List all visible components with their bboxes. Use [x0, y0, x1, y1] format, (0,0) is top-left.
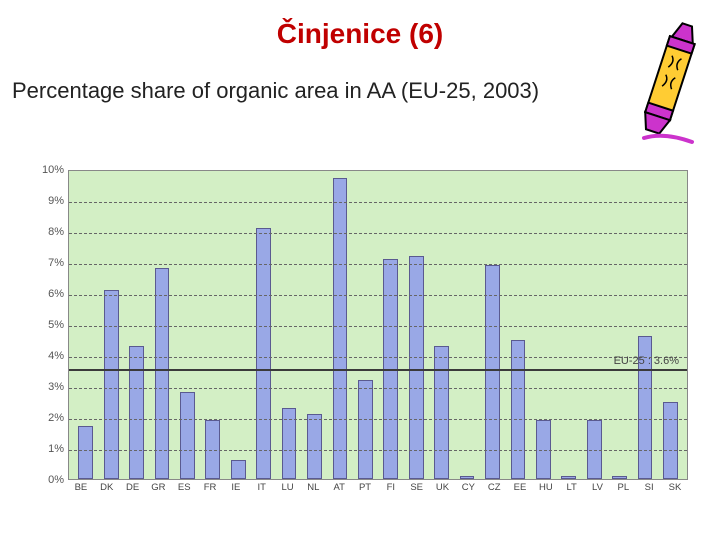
bar: [78, 426, 93, 479]
bar: [256, 228, 271, 479]
bar: [155, 268, 170, 479]
bar-slot: [200, 171, 225, 479]
gridline: [69, 264, 687, 265]
x-tick-label: FR: [197, 482, 223, 493]
reference-line-label: EU-25 : 3.6%: [614, 355, 679, 367]
x-tick-label: SK: [662, 482, 688, 493]
x-tick-label: HU: [533, 482, 559, 493]
x-tick-label: SI: [636, 482, 662, 493]
y-tick-label: 4%: [48, 350, 64, 362]
x-tick-label: DK: [94, 482, 120, 493]
x-tick-label: LV: [585, 482, 611, 493]
x-tick-label: SE: [404, 482, 430, 493]
y-tick-label: 6%: [48, 288, 64, 300]
x-axis-labels: BEDKDEGRESFRIEITLUNLATPTFISEUKCYCZEEHULT…: [68, 482, 688, 493]
gridline: [69, 295, 687, 296]
bar-slot: [353, 171, 378, 479]
bar: [180, 392, 195, 479]
x-tick-label: AT: [326, 482, 352, 493]
y-tick-label: 0%: [48, 474, 64, 486]
y-tick-label: 7%: [48, 257, 64, 269]
bar-slot: [378, 171, 403, 479]
gridline: [69, 202, 687, 203]
bar: [434, 346, 449, 479]
bar-slot: [149, 171, 174, 479]
bar-slot: [505, 171, 530, 479]
x-tick-label: NL: [300, 482, 326, 493]
bar-slot: [429, 171, 454, 479]
x-tick-label: IT: [249, 482, 275, 493]
bar-slot: [658, 171, 683, 479]
bar-slot: [73, 171, 98, 479]
bar-slot: [556, 171, 581, 479]
bar-slot: [531, 171, 556, 479]
gridline: [69, 450, 687, 451]
bar: [129, 346, 144, 479]
x-tick-label: PL: [610, 482, 636, 493]
bar: [511, 340, 526, 480]
x-tick-label: DE: [120, 482, 146, 493]
page-title: Činjenice (6): [0, 0, 720, 50]
bar-slot: [454, 171, 479, 479]
gridline: [69, 388, 687, 389]
bar-slot: [276, 171, 301, 479]
y-tick-label: 3%: [48, 381, 64, 393]
x-tick-label: LT: [559, 482, 585, 493]
x-tick-label: LU: [275, 482, 301, 493]
bar-slot: [175, 171, 200, 479]
gridline: [69, 326, 687, 327]
x-tick-label: GR: [145, 482, 171, 493]
bar: [612, 476, 627, 479]
bar: [358, 380, 373, 479]
bar-slot: [480, 171, 505, 479]
bar-slot: [251, 171, 276, 479]
y-tick-label: 5%: [48, 319, 64, 331]
y-tick-label: 1%: [48, 443, 64, 455]
gridline: [69, 233, 687, 234]
bar-slot: [581, 171, 606, 479]
bar: [485, 265, 500, 479]
bar-slot: [403, 171, 428, 479]
plot-area: EU-25 : 3.6%: [68, 170, 688, 480]
bar-slot: [607, 171, 632, 479]
bar-slot: [302, 171, 327, 479]
bar: [561, 476, 576, 479]
x-tick-label: IE: [223, 482, 249, 493]
bar: [307, 414, 322, 479]
bar: [663, 402, 678, 480]
bar: [231, 460, 246, 479]
x-tick-label: FI: [378, 482, 404, 493]
bar: [409, 256, 424, 479]
reference-line: [69, 369, 687, 371]
y-tick-label: 2%: [48, 412, 64, 424]
bars-container: [69, 171, 687, 479]
x-tick-label: ES: [171, 482, 197, 493]
y-tick-label: 9%: [48, 195, 64, 207]
x-tick-label: CZ: [481, 482, 507, 493]
crayon-icon: [634, 16, 704, 146]
x-tick-label: BE: [68, 482, 94, 493]
x-tick-label: EE: [507, 482, 533, 493]
bar-chart: EU-25 : 3.6% BEDKDEGRESFRIEITLUNLATPTFIS…: [30, 170, 700, 510]
x-tick-label: CY: [455, 482, 481, 493]
bar: [460, 476, 475, 479]
bar-slot: [98, 171, 123, 479]
y-tick-label: 10%: [42, 164, 64, 176]
bar-slot: [124, 171, 149, 479]
bar-slot: [327, 171, 352, 479]
gridline: [69, 357, 687, 358]
bar-slot: [226, 171, 251, 479]
bar-slot: [632, 171, 657, 479]
x-tick-label: UK: [430, 482, 456, 493]
chart-subtitle: Percentage share of organic area in AA (…: [0, 50, 720, 114]
gridline: [69, 419, 687, 420]
bar: [333, 178, 348, 479]
y-tick-label: 8%: [48, 226, 64, 238]
x-tick-label: PT: [352, 482, 378, 493]
